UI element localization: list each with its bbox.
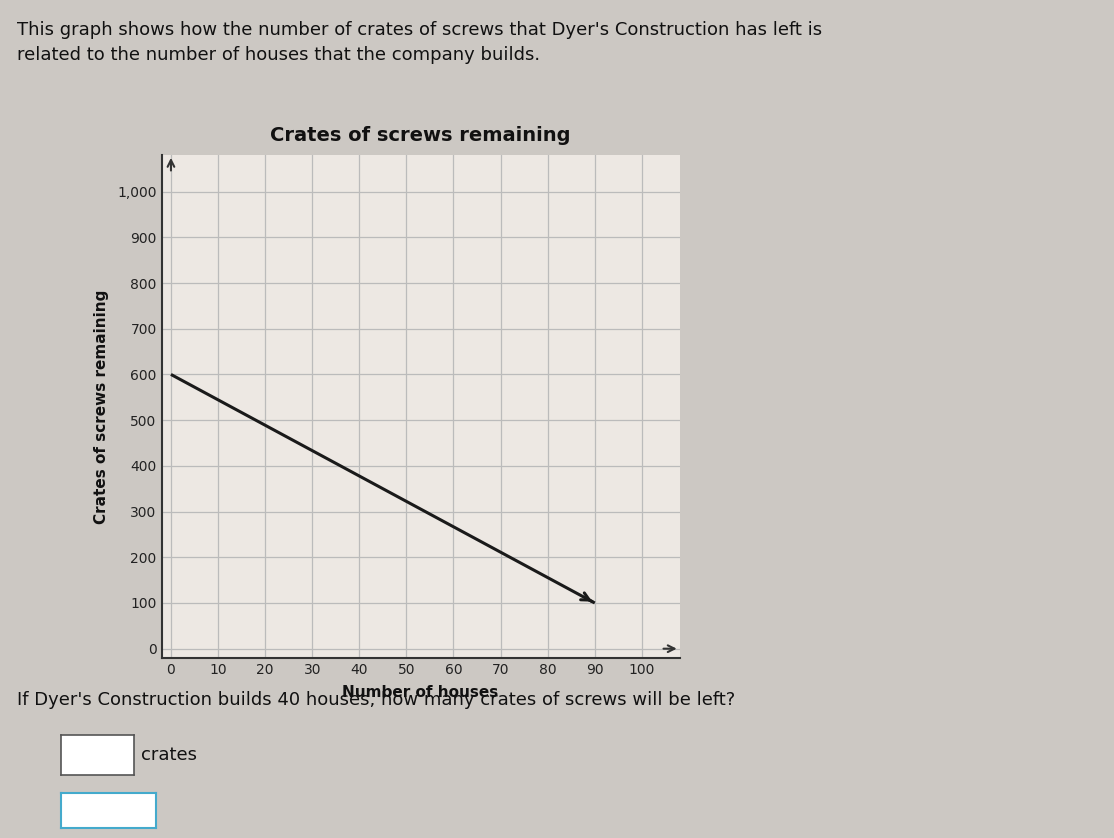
Y-axis label: Crates of screws remaining: Crates of screws remaining xyxy=(94,289,109,524)
Title: Crates of screws remaining: Crates of screws remaining xyxy=(271,127,570,145)
Text: If Dyer's Construction builds 40 houses, how many crates of screws will be left?: If Dyer's Construction builds 40 houses,… xyxy=(17,691,735,709)
Text: crates: crates xyxy=(141,746,197,764)
X-axis label: Number of houses: Number of houses xyxy=(342,685,499,700)
Text: related to the number of houses that the company builds.: related to the number of houses that the… xyxy=(17,46,540,64)
Text: This graph shows how the number of crates of screws that Dyer's Construction has: This graph shows how the number of crate… xyxy=(17,21,822,39)
